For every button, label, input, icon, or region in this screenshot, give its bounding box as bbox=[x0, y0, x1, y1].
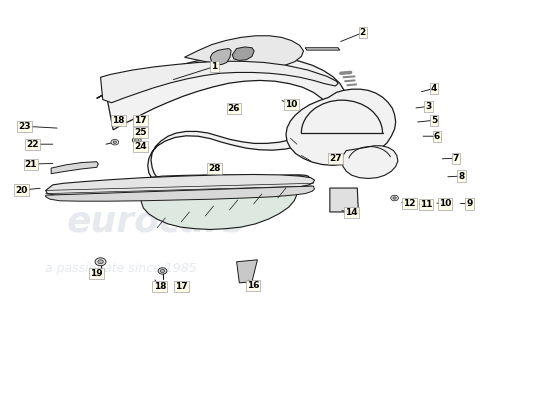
Circle shape bbox=[393, 197, 396, 199]
Circle shape bbox=[98, 260, 103, 264]
Text: 18: 18 bbox=[112, 116, 125, 125]
Text: 14: 14 bbox=[345, 208, 358, 217]
Text: 9: 9 bbox=[466, 200, 473, 208]
Text: 12: 12 bbox=[403, 199, 416, 208]
Polygon shape bbox=[232, 47, 254, 60]
Circle shape bbox=[158, 268, 167, 274]
Circle shape bbox=[390, 195, 398, 201]
Polygon shape bbox=[184, 36, 304, 69]
Text: 24: 24 bbox=[134, 142, 147, 151]
Text: 25: 25 bbox=[134, 128, 147, 137]
Text: 6: 6 bbox=[434, 132, 440, 141]
Text: 10: 10 bbox=[439, 200, 451, 208]
Polygon shape bbox=[286, 89, 395, 165]
Text: 2: 2 bbox=[360, 28, 366, 37]
Circle shape bbox=[95, 258, 106, 266]
Polygon shape bbox=[141, 175, 297, 230]
Text: 18: 18 bbox=[153, 282, 166, 291]
Text: 5: 5 bbox=[431, 116, 437, 125]
Text: 26: 26 bbox=[228, 104, 240, 113]
Circle shape bbox=[133, 137, 141, 143]
Circle shape bbox=[111, 140, 119, 145]
Text: 21: 21 bbox=[25, 160, 37, 169]
Polygon shape bbox=[210, 48, 231, 64]
Text: eurocars: eurocars bbox=[67, 205, 245, 239]
Circle shape bbox=[113, 141, 117, 143]
Text: 17: 17 bbox=[134, 116, 147, 125]
Text: 20: 20 bbox=[15, 186, 28, 194]
Polygon shape bbox=[236, 260, 257, 283]
Text: a passionate since 1985: a passionate since 1985 bbox=[45, 262, 196, 275]
Polygon shape bbox=[305, 48, 340, 50]
Text: 1: 1 bbox=[212, 62, 218, 71]
Polygon shape bbox=[51, 162, 98, 174]
Text: 16: 16 bbox=[247, 281, 259, 290]
Text: 4: 4 bbox=[431, 84, 437, 93]
Text: 17: 17 bbox=[175, 282, 188, 291]
Polygon shape bbox=[342, 146, 398, 178]
Text: 11: 11 bbox=[420, 200, 432, 209]
Text: 3: 3 bbox=[426, 102, 432, 111]
Text: 23: 23 bbox=[19, 122, 31, 131]
Text: 7: 7 bbox=[453, 154, 459, 163]
Text: 8: 8 bbox=[458, 172, 465, 180]
Text: 19: 19 bbox=[90, 269, 103, 278]
Polygon shape bbox=[330, 188, 359, 212]
Text: 27: 27 bbox=[329, 154, 342, 163]
Circle shape bbox=[135, 139, 139, 142]
Polygon shape bbox=[46, 174, 315, 195]
Circle shape bbox=[161, 269, 165, 272]
Polygon shape bbox=[97, 56, 345, 194]
Polygon shape bbox=[101, 61, 338, 103]
Polygon shape bbox=[46, 186, 315, 201]
Text: 28: 28 bbox=[208, 164, 221, 173]
Text: 10: 10 bbox=[285, 100, 298, 109]
Text: 22: 22 bbox=[26, 140, 39, 149]
